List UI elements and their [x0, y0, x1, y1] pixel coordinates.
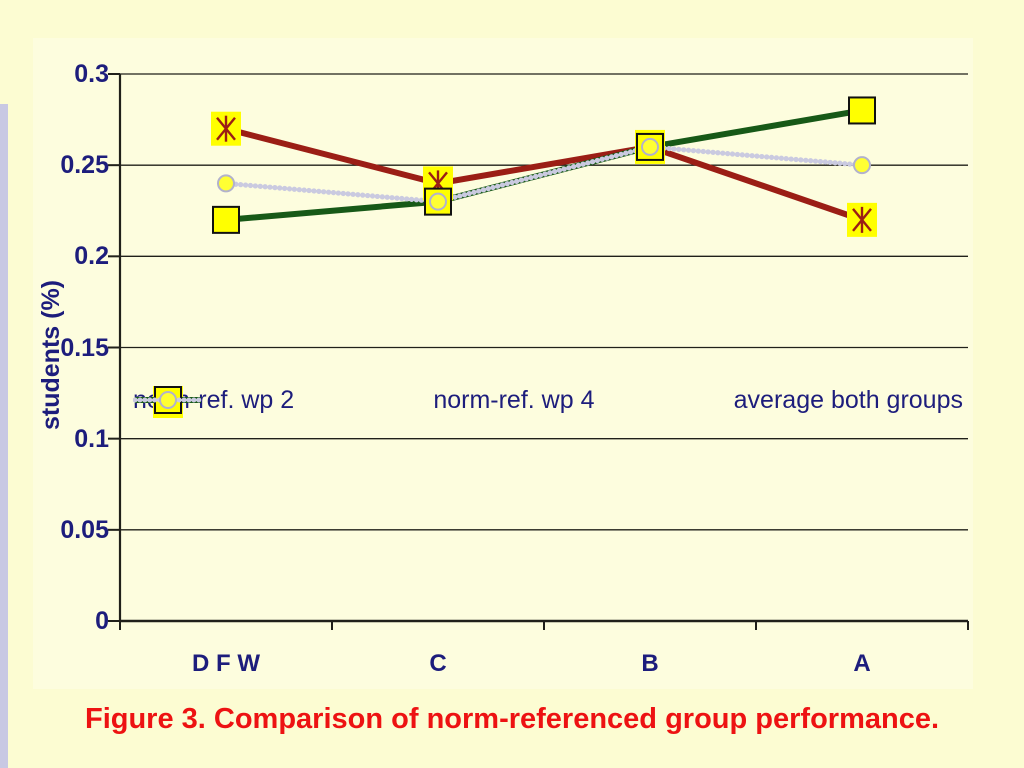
left-edge-strip — [0, 104, 8, 768]
chart-svg — [108, 73, 969, 630]
marker-star — [211, 111, 241, 146]
x-category-label: A — [853, 650, 871, 677]
legend-swatch-circle — [133, 391, 203, 409]
marker-circle — [853, 156, 871, 175]
marker-square — [212, 205, 240, 234]
series-line-0 — [225, 125, 863, 223]
legend-label: norm-ref. wp 4 — [433, 385, 595, 414]
marker-square — [848, 96, 876, 125]
marker-star — [847, 202, 877, 237]
marker-circle — [217, 174, 235, 193]
y-tick-label: 0 — [95, 607, 109, 635]
series-line-2 — [223, 144, 865, 205]
y-tick-label: 0.15 — [60, 333, 109, 362]
marker-circle — [641, 137, 659, 156]
x-category-label: B — [641, 650, 659, 677]
legend-item: average both groups — [133, 385, 963, 415]
y-tick-label: 0.1 — [74, 424, 109, 453]
legend: norm-ref. wp 2 norm-ref. wp 4 average both… — [133, 382, 963, 418]
y-tick-label: 0.25 — [60, 151, 109, 180]
x-category-label: C — [429, 650, 447, 677]
marker-circle — [429, 192, 447, 211]
legend-label: average both groups — [733, 385, 963, 414]
chart-area: students (%) 0 0.05 0.1 0.15 0.2 0.25 0.3 D F … — [33, 38, 973, 689]
y-tick-label: 0.2 — [74, 242, 109, 271]
y-tick-label: 0.3 — [74, 60, 109, 88]
legend-item: norm-ref. wp 4 — [135, 385, 595, 415]
x-category-label: D F W — [192, 650, 260, 677]
marker-circle — [159, 391, 177, 409]
figure-caption: Figure 3. Comparison of norm-referenced … — [84, 703, 940, 735]
y-tick-label: 0.05 — [60, 515, 109, 544]
